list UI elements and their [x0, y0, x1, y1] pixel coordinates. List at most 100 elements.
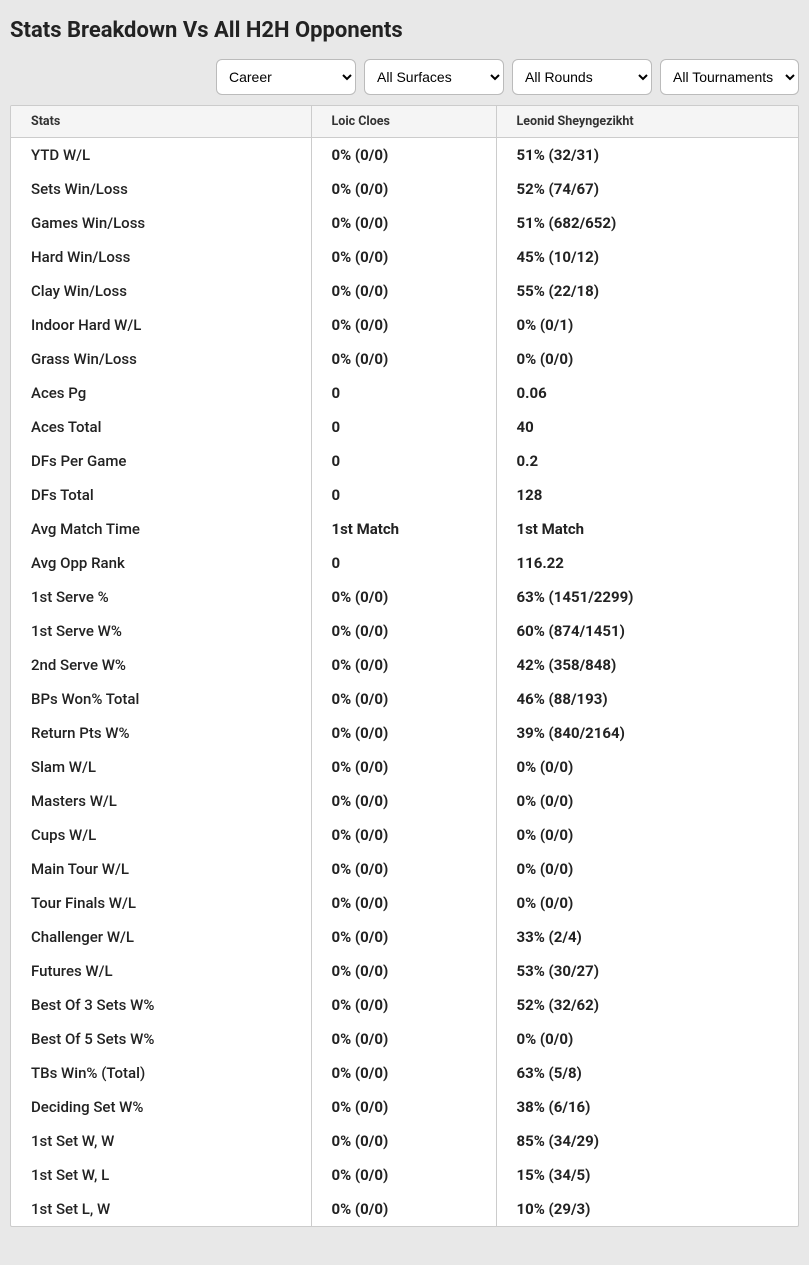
- stat-value-p1: 0% (0/0): [311, 682, 496, 716]
- stat-label: 1st Set L, W: [11, 1192, 311, 1226]
- stat-value-p2: 63% (5/8): [496, 1056, 798, 1090]
- table-row: DFs Per Game00.2: [11, 444, 798, 478]
- stat-label: Aces Pg: [11, 376, 311, 410]
- stat-value-p2: 38% (6/16): [496, 1090, 798, 1124]
- stat-label: 1st Serve %: [11, 580, 311, 614]
- stat-value-p1: 0% (0/0): [311, 580, 496, 614]
- table-row: YTD W/L0% (0/0)51% (32/31): [11, 138, 798, 173]
- stat-label: Deciding Set W%: [11, 1090, 311, 1124]
- table-row: 1st Serve %0% (0/0)63% (1451/2299): [11, 580, 798, 614]
- stat-value-p2: 52% (74/67): [496, 172, 798, 206]
- stat-label: DFs Total: [11, 478, 311, 512]
- table-row: TBs Win% (Total)0% (0/0)63% (5/8): [11, 1056, 798, 1090]
- stat-label: 1st Set W, L: [11, 1158, 311, 1192]
- stat-label: YTD W/L: [11, 138, 311, 173]
- stat-value-p2: 33% (2/4): [496, 920, 798, 954]
- stat-value-p2: 55% (22/18): [496, 274, 798, 308]
- stat-label: Slam W/L: [11, 750, 311, 784]
- table-row: Sets Win/Loss0% (0/0)52% (74/67): [11, 172, 798, 206]
- table-row: BPs Won% Total0% (0/0)46% (88/193): [11, 682, 798, 716]
- header-player1: Loic Cloes: [311, 106, 496, 138]
- table-row: Grass Win/Loss0% (0/0)0% (0/0): [11, 342, 798, 376]
- table-row: Hard Win/Loss0% (0/0)45% (10/12): [11, 240, 798, 274]
- stat-value-p1: 0% (0/0): [311, 274, 496, 308]
- stat-label: Aces Total: [11, 410, 311, 444]
- table-row: 1st Set L, W0% (0/0)10% (29/3): [11, 1192, 798, 1226]
- stat-label: Futures W/L: [11, 954, 311, 988]
- stat-value-p2: 51% (32/31): [496, 138, 798, 173]
- stat-value-p2: 15% (34/5): [496, 1158, 798, 1192]
- stat-value-p2: 1st Match: [496, 512, 798, 546]
- stat-value-p1: 0% (0/0): [311, 852, 496, 886]
- stat-label: Challenger W/L: [11, 920, 311, 954]
- stat-value-p2: 39% (840/2164): [496, 716, 798, 750]
- table-row: Challenger W/L0% (0/0)33% (2/4): [11, 920, 798, 954]
- table-header-row: Stats Loic Cloes Leonid Sheyngezikht: [11, 106, 798, 138]
- stat-value-p1: 0% (0/0): [311, 784, 496, 818]
- table-row: Main Tour W/L0% (0/0)0% (0/0): [11, 852, 798, 886]
- stat-value-p2: 0% (0/0): [496, 818, 798, 852]
- stat-value-p2: 40: [496, 410, 798, 444]
- stat-label: Hard Win/Loss: [11, 240, 311, 274]
- tournament-select[interactable]: All Tournaments: [660, 59, 799, 95]
- stat-label: Return Pts W%: [11, 716, 311, 750]
- table-row: Best Of 3 Sets W%0% (0/0)52% (32/62): [11, 988, 798, 1022]
- stat-value-p1: 0% (0/0): [311, 1022, 496, 1056]
- table-row: Games Win/Loss0% (0/0)51% (682/652): [11, 206, 798, 240]
- stat-label: 1st Serve W%: [11, 614, 311, 648]
- stat-label: Indoor Hard W/L: [11, 308, 311, 342]
- round-select[interactable]: All Rounds: [512, 59, 652, 95]
- stat-value-p2: 0% (0/1): [496, 308, 798, 342]
- stat-label: Cups W/L: [11, 818, 311, 852]
- stat-value-p1: 0% (0/0): [311, 614, 496, 648]
- stat-label: Best Of 3 Sets W%: [11, 988, 311, 1022]
- table-row: Aces Total040: [11, 410, 798, 444]
- stat-value-p2: 45% (10/12): [496, 240, 798, 274]
- stat-value-p2: 85% (34/29): [496, 1124, 798, 1158]
- stat-value-p2: 60% (874/1451): [496, 614, 798, 648]
- table-row: Best Of 5 Sets W%0% (0/0)0% (0/0): [11, 1022, 798, 1056]
- stat-value-p2: 0% (0/0): [496, 784, 798, 818]
- stat-value-p1: 0% (0/0): [311, 1090, 496, 1124]
- stat-value-p1: 0: [311, 478, 496, 512]
- stat-label: Avg Match Time: [11, 512, 311, 546]
- stat-value-p2: 0% (0/0): [496, 852, 798, 886]
- table-row: Tour Finals W/L0% (0/0)0% (0/0): [11, 886, 798, 920]
- stat-label: Grass Win/Loss: [11, 342, 311, 376]
- stat-value-p2: 10% (29/3): [496, 1192, 798, 1226]
- table-row: Deciding Set W%0% (0/0)38% (6/16): [11, 1090, 798, 1124]
- table-row: 1st Set W, W0% (0/0)85% (34/29): [11, 1124, 798, 1158]
- stat-label: Games Win/Loss: [11, 206, 311, 240]
- stat-label: Masters W/L: [11, 784, 311, 818]
- table-row: Slam W/L0% (0/0)0% (0/0): [11, 750, 798, 784]
- period-select[interactable]: Career: [216, 59, 356, 95]
- stat-value-p2: 0.06: [496, 376, 798, 410]
- stat-value-p2: 128: [496, 478, 798, 512]
- table-row: 1st Set W, L0% (0/0)15% (34/5): [11, 1158, 798, 1192]
- stat-value-p1: 0% (0/0): [311, 920, 496, 954]
- stat-label: TBs Win% (Total): [11, 1056, 311, 1090]
- stat-label: Main Tour W/L: [11, 852, 311, 886]
- table-row: Futures W/L0% (0/0)53% (30/27): [11, 954, 798, 988]
- page-title: Stats Breakdown Vs All H2H Opponents: [10, 18, 799, 43]
- stat-value-p1: 0% (0/0): [311, 1056, 496, 1090]
- stat-label: 1st Set W, W: [11, 1124, 311, 1158]
- stat-label: Sets Win/Loss: [11, 172, 311, 206]
- table-row: Aces Pg00.06: [11, 376, 798, 410]
- stat-value-p1: 0% (0/0): [311, 1158, 496, 1192]
- stat-value-p1: 0% (0/0): [311, 954, 496, 988]
- stat-value-p2: 0% (0/0): [496, 342, 798, 376]
- table-row: Cups W/L0% (0/0)0% (0/0): [11, 818, 798, 852]
- surface-select[interactable]: All Surfaces: [364, 59, 504, 95]
- stat-value-p2: 53% (30/27): [496, 954, 798, 988]
- stat-value-p1: 0% (0/0): [311, 988, 496, 1022]
- stat-value-p1: 0% (0/0): [311, 886, 496, 920]
- stat-value-p1: 1st Match: [311, 512, 496, 546]
- header-player2: Leonid Sheyngezikht: [496, 106, 798, 138]
- stats-table: Stats Loic Cloes Leonid Sheyngezikht YTD…: [11, 106, 798, 1226]
- stat-label: Avg Opp Rank: [11, 546, 311, 580]
- table-row: Avg Opp Rank0116.22: [11, 546, 798, 580]
- table-row: Avg Match Time1st Match1st Match: [11, 512, 798, 546]
- table-row: DFs Total0128: [11, 478, 798, 512]
- stat-value-p1: 0: [311, 546, 496, 580]
